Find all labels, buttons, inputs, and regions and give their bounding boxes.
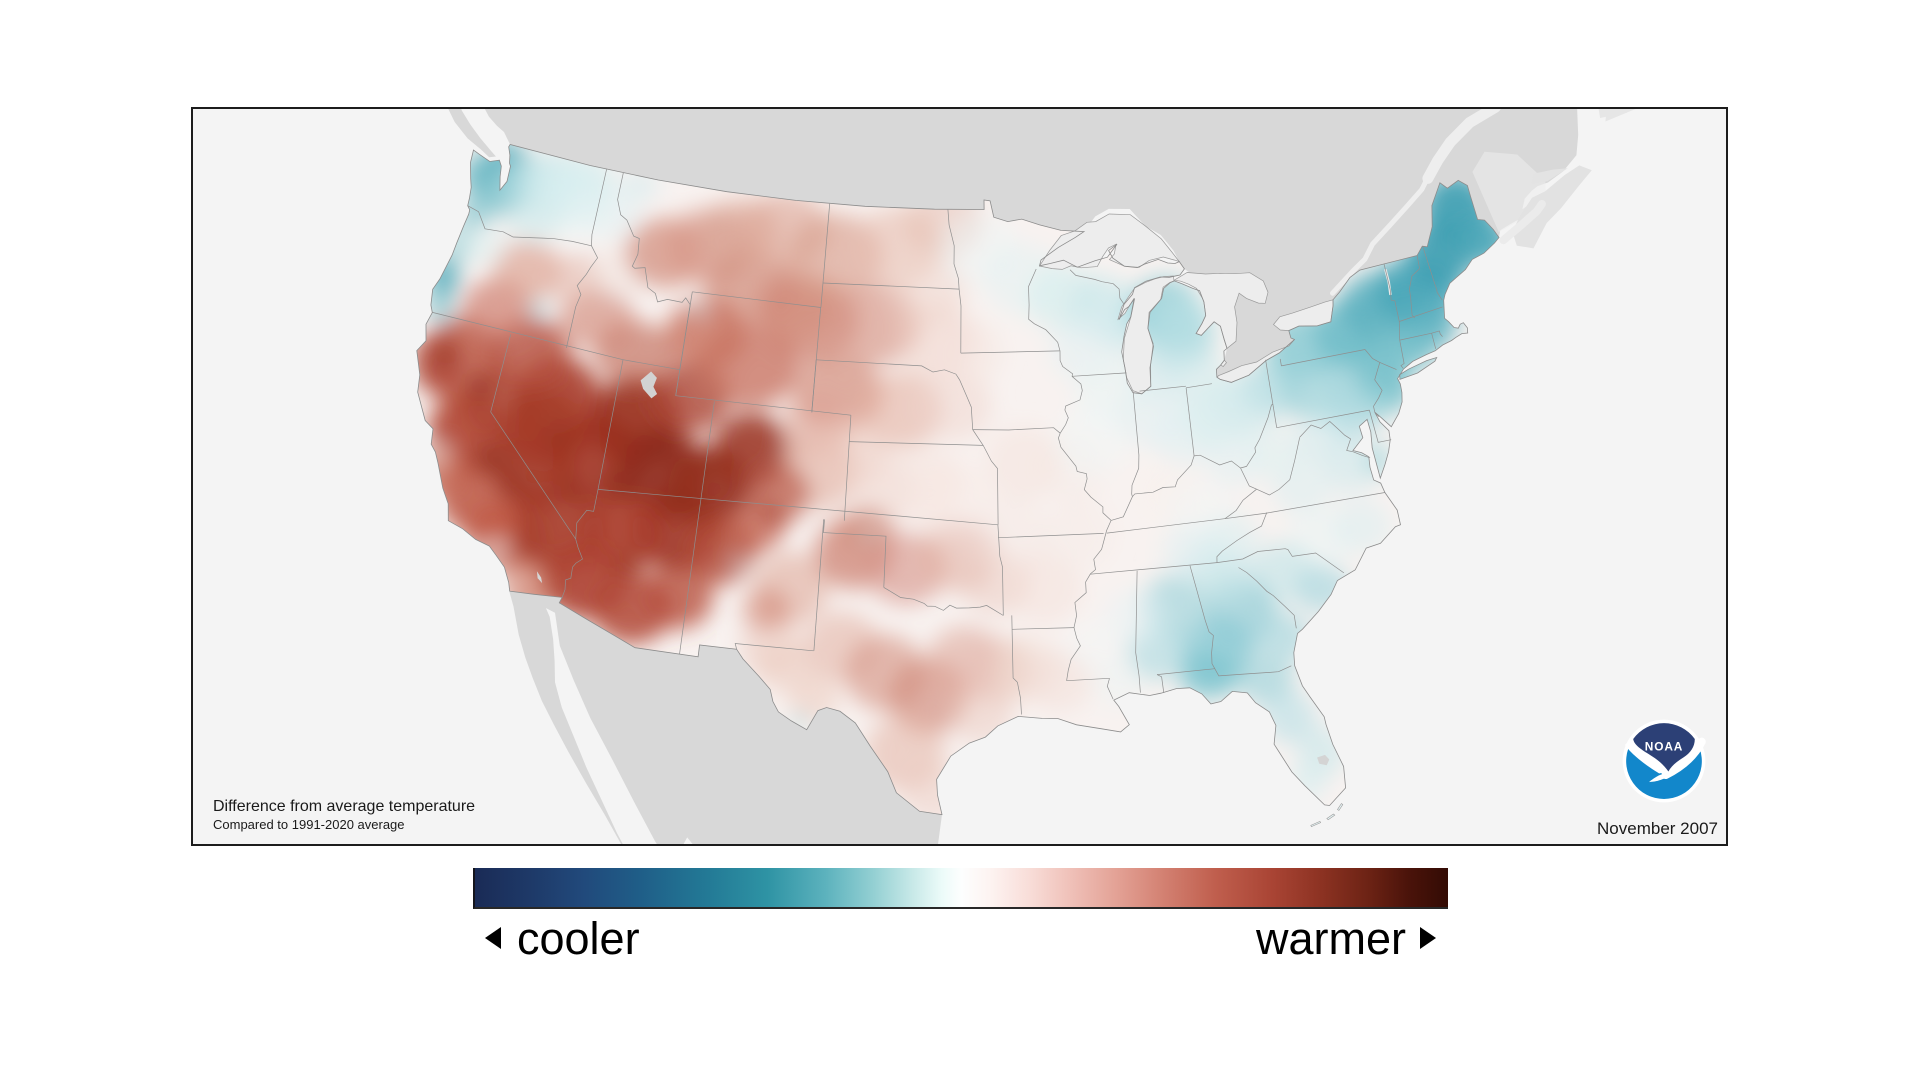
svg-text:NOAA: NOAA bbox=[1645, 739, 1683, 753]
